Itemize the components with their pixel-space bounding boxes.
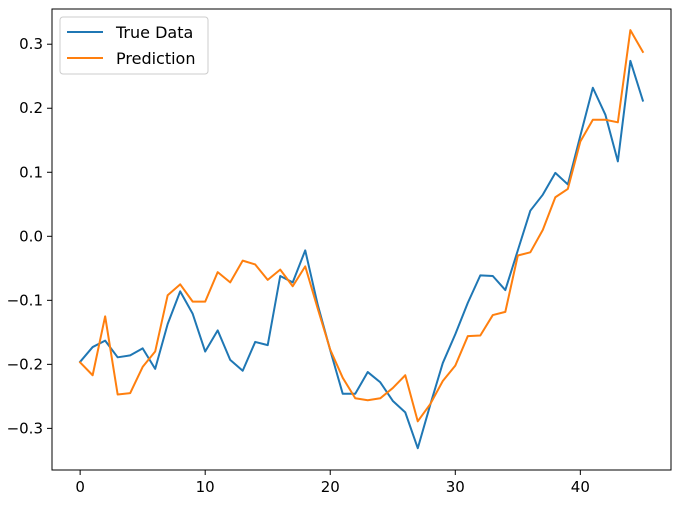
- x-tick-label: 0: [75, 478, 85, 496]
- y-tick-label: 0.3: [19, 35, 43, 53]
- y-tick-label: −0.3: [7, 419, 43, 437]
- x-tick-label: 40: [571, 478, 590, 496]
- x-tick-label: 30: [446, 478, 465, 496]
- series-line-true-data: [78, 59, 645, 450]
- y-tick-label: 0.0: [19, 227, 43, 245]
- legend: True Data Prediction: [59, 16, 209, 75]
- y-axis-ticks: −0.3 −0.2 −0.1 0.0 0.1 0.2 0.3: [7, 35, 52, 437]
- x-axis-ticks: 0 10 20 30 40: [75, 470, 590, 496]
- plot-frame: [51, 8, 672, 471]
- y-tick-label: 0.2: [19, 99, 43, 117]
- y-tick-label: 0.1: [19, 163, 43, 181]
- y-tick-label: −0.1: [7, 291, 43, 309]
- x-tick-label: 10: [196, 478, 215, 496]
- legend-label-true-data: True Data: [115, 23, 193, 42]
- y-tick-label: −0.2: [7, 355, 43, 373]
- x-tick-label: 20: [321, 478, 340, 496]
- series-layer: [78, 29, 645, 450]
- series-line-prediction: [78, 29, 645, 423]
- legend-label-prediction: Prediction: [116, 49, 195, 68]
